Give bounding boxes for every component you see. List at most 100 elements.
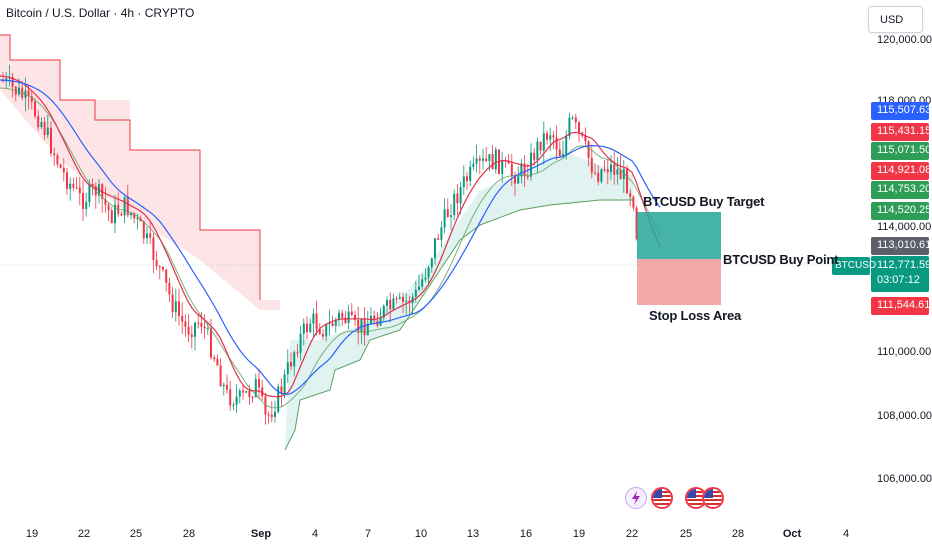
candle-body xyxy=(261,387,264,397)
candle-body xyxy=(517,176,520,184)
candle-body xyxy=(357,319,360,333)
candle-body xyxy=(437,238,440,240)
x-tick: 4 xyxy=(311,528,319,540)
candle-body xyxy=(62,167,65,173)
candle-body xyxy=(501,160,504,174)
candle-body xyxy=(558,149,561,157)
candle-body xyxy=(427,267,430,278)
price-tag-red: 114,921.08 xyxy=(871,162,931,180)
candle-body xyxy=(514,176,516,184)
candle-body xyxy=(456,193,459,204)
candle-body xyxy=(450,215,452,217)
candle-body xyxy=(30,96,33,102)
candle-body xyxy=(34,101,36,117)
candle-body xyxy=(485,158,488,161)
candle-body xyxy=(258,379,260,388)
price-tag-red: 115,431.15 xyxy=(871,123,931,141)
price-tag-green: 114,753.20 xyxy=(871,181,931,199)
candle-body xyxy=(606,169,609,173)
ma-red-line xyxy=(0,75,661,398)
candle-body xyxy=(194,322,196,337)
x-tick: 13 xyxy=(466,528,480,540)
candle-body xyxy=(616,169,619,175)
candle-body xyxy=(88,183,91,202)
candle-body xyxy=(107,204,110,211)
candle-body xyxy=(27,90,30,97)
stop-loss-zone xyxy=(637,259,721,305)
currency-button[interactable]: USD xyxy=(868,6,923,33)
candle-body xyxy=(635,207,638,239)
candle-body xyxy=(472,163,475,167)
candle-body xyxy=(235,396,238,405)
candle-body xyxy=(296,352,299,354)
candle-body xyxy=(72,183,75,188)
x-tick: 22 xyxy=(77,528,91,540)
candle-body xyxy=(254,379,257,398)
candle-body xyxy=(267,414,270,416)
candle-body xyxy=(59,164,62,168)
candle-body xyxy=(590,157,593,173)
candle-body xyxy=(386,299,388,306)
candle-body xyxy=(510,163,513,177)
candle-body xyxy=(440,227,443,240)
candle-body xyxy=(462,176,465,188)
candle-body xyxy=(443,209,446,228)
flash-icon[interactable] xyxy=(625,487,647,509)
us-flag-icon[interactable] xyxy=(651,487,673,509)
candle-body xyxy=(610,164,612,173)
candle-body xyxy=(402,296,404,302)
candle-body xyxy=(632,196,635,208)
candle-body xyxy=(187,326,190,335)
candle-body xyxy=(491,154,494,170)
x-tick: 28 xyxy=(731,528,745,540)
candle-body xyxy=(597,172,600,182)
x-tick: 7 xyxy=(364,528,372,540)
candle-body xyxy=(347,311,350,323)
candle-body xyxy=(379,317,382,326)
candle-body xyxy=(293,352,296,367)
candle-body xyxy=(475,158,478,164)
x-tick: 22 xyxy=(625,528,639,540)
candle-body xyxy=(78,187,81,194)
candle-body xyxy=(158,266,161,268)
candle-body xyxy=(552,135,555,138)
current-price: 112,771.59 xyxy=(877,259,932,271)
candle-body xyxy=(139,218,142,222)
candle-body xyxy=(280,386,283,394)
candle-body xyxy=(494,149,497,170)
candle-body xyxy=(168,282,171,295)
candle-body xyxy=(360,319,363,333)
candle-body xyxy=(539,141,542,151)
candle-body xyxy=(46,127,49,136)
candle-body xyxy=(229,389,232,406)
candle-body xyxy=(533,152,536,161)
candle-body xyxy=(309,323,312,333)
us-flag-icon[interactable] xyxy=(685,487,707,509)
candle-body xyxy=(331,323,334,326)
candle-body xyxy=(613,164,616,175)
bar-countdown: 03:07:12 xyxy=(877,274,920,286)
current-price-tag: 112,771.59 03:07:12 xyxy=(871,256,932,292)
candle-body xyxy=(155,260,158,267)
candle-body xyxy=(53,153,56,156)
candle-body xyxy=(133,213,136,219)
candle-body xyxy=(174,301,177,313)
candle-body xyxy=(219,365,222,387)
x-tick: 28 xyxy=(182,528,196,540)
candle-body xyxy=(181,315,184,322)
candle-body xyxy=(350,311,353,315)
chart-title: Bitcoin / U.S. Dollar · 4h · CRYPTO xyxy=(6,6,195,20)
price-tag-red: 111,544.61 xyxy=(871,297,930,315)
price-tag-gray: 113,010.61 xyxy=(871,237,931,255)
ma-blue-line xyxy=(0,79,661,395)
candle-body xyxy=(459,187,462,204)
candle-body xyxy=(520,163,523,177)
candle-body xyxy=(392,298,395,310)
candle-body xyxy=(216,359,219,366)
us-flag-icon[interactable] xyxy=(702,487,724,509)
candle-body xyxy=(286,362,289,375)
candle-body xyxy=(565,136,568,155)
buy-point-label: BTCUSD Buy Point xyxy=(723,252,839,267)
candle-body xyxy=(11,77,14,87)
